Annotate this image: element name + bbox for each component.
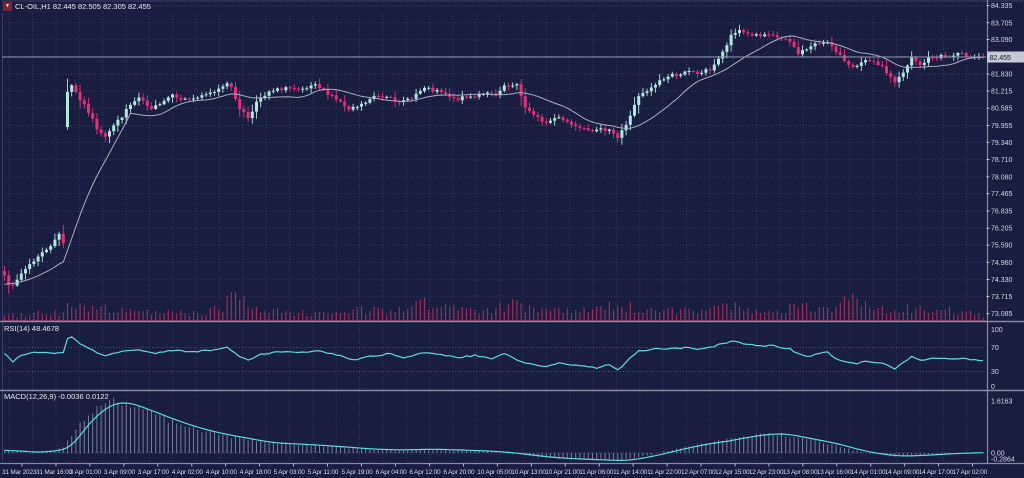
rsi-pane[interactable] [4,336,984,371]
main-pane[interactable] [2,24,986,321]
svg-text:5 Apr 11:00: 5 Apr 11:00 [308,469,339,476]
svg-text:13 Apr 16:00: 13 Apr 16:00 [817,469,852,476]
svg-text:78.080: 78.080 [991,174,1013,181]
svg-text:5 Apr 03:00: 5 Apr 03:00 [274,469,306,476]
macd-indicator-label: MACD(12,26,9) -0.0036 0.0122 [4,392,109,401]
pane-separators[interactable] [0,0,1024,465]
ma-line [4,35,984,285]
svg-text:73.715: 73.715 [991,294,1013,301]
svg-text:11 Apr 06:00: 11 Apr 06:00 [579,469,614,476]
svg-text:-0.2864: -0.2864 [991,457,1015,464]
svg-text:81.830: 81.830 [991,72,1013,79]
svg-text:79.340: 79.340 [991,140,1013,147]
svg-text:76.835: 76.835 [991,209,1013,216]
time-axis[interactable]: 31 Mar 2023 31 Mar 16:003 Apr 01:00 3 Apr … [2,463,988,477]
svg-text:10 Apr 13:00: 10 Apr 13:00 [511,469,546,476]
symbol-marker-icon[interactable]: ▼ [3,2,12,11]
svg-text:11 Apr 22:00: 11 Apr 22:00 [647,469,682,476]
rsi-line [4,336,984,371]
svg-text:14 Apr 01:00: 14 Apr 01:00 [851,469,886,476]
svg-text:14 Apr 09:00: 14 Apr 09:00 [885,469,920,476]
svg-text:74.330: 74.330 [991,277,1013,284]
svg-text:30: 30 [991,369,999,376]
svg-text:6 Apr 12:00: 6 Apr 12:00 [409,469,441,476]
svg-text:74.960: 74.960 [991,260,1013,267]
svg-text:31 Mar 16:00: 31 Mar 16:00 [36,469,72,476]
svg-text:10 Apr 05:00: 10 Apr 05:00 [477,469,512,476]
current-price-tag: 82.455 [987,51,1024,63]
candlesticks [3,24,985,294]
svg-text:14 Apr 17:00: 14 Apr 17:00 [919,469,954,476]
svg-text:4 Apr 10:00: 4 Apr 10:00 [206,469,238,476]
svg-text:6 Apr 20:00: 6 Apr 20:00 [443,469,475,476]
svg-text:13 Apr 08:00: 13 Apr 08:00 [783,469,818,476]
macd-signal-line [4,402,984,461]
svg-text:0.00: 0.00 [991,451,1005,458]
svg-text:79.955: 79.955 [991,123,1013,130]
rsi-indicator-label: RSI(14) 48.4678 [4,324,60,333]
svg-text:100: 100 [991,327,1003,334]
rsi-axis[interactable]: 100 70 30 0 [991,327,1003,391]
svg-text:1.6163: 1.6163 [991,399,1013,406]
svg-text:10 Apr 21:00: 10 Apr 21:00 [545,469,580,476]
svg-text:4 Apr 02:00: 4 Apr 02:00 [172,469,204,476]
svg-text:0: 0 [991,384,995,391]
svg-text:76.205: 76.205 [991,226,1013,233]
svg-text:6 Apr 04:00: 6 Apr 04:00 [376,469,408,476]
svg-text:12 Apr 15:00: 12 Apr 15:00 [715,469,750,476]
svg-text:31 Mar 2023: 31 Mar 2023 [2,469,37,476]
svg-text:11 Apr 14:00: 11 Apr 14:00 [613,469,648,476]
svg-text:17 Apr 02:00: 17 Apr 02:00 [953,469,988,476]
macd-axis[interactable]: 1.6163 0.00-0.2864 [991,399,1015,464]
svg-text:5 Apr 19:00: 5 Apr 19:00 [342,469,374,476]
svg-text:84.335: 84.335 [991,3,1013,10]
chart-title-ohlc: CL-OIL,H1 82.445 82.505 82.305 82.455 [15,2,151,11]
svg-text:70: 70 [991,345,999,352]
svg-text:12 Apr 07:00: 12 Apr 07:00 [681,469,716,476]
svg-text:12 Apr 23:00: 12 Apr 23:00 [749,469,784,476]
svg-text:3 Apr 09:00: 3 Apr 09:00 [104,469,136,476]
price-axis[interactable]: 84.335 83.705 83.090 81.830 81.215 80.585 79.9… [986,3,1024,318]
svg-text:73.085: 73.085 [991,311,1013,318]
svg-text:3 Apr 01:00: 3 Apr 01:00 [70,469,102,476]
svg-text:3 Apr 17:00: 3 Apr 17:00 [138,469,170,476]
svg-text:75.590: 75.590 [991,243,1013,250]
svg-text:83.090: 83.090 [991,37,1013,44]
macd-pane[interactable] [4,397,984,461]
chart-title-bar: ▼ CL-OIL,H1 82.445 82.505 82.305 82.455 [3,2,151,11]
svg-text:78.710: 78.710 [991,157,1013,164]
svg-text:80.585: 80.585 [991,106,1013,113]
grid [1,0,1023,462]
svg-text:81.215: 81.215 [991,89,1013,96]
svg-text:4 Apr 18:00: 4 Apr 18:00 [240,469,272,476]
svg-text:77.465: 77.465 [991,191,1013,198]
svg-text:82.455: 82.455 [990,55,1012,62]
svg-text:83.705: 83.705 [991,20,1013,27]
volume-bars [3,291,984,320]
